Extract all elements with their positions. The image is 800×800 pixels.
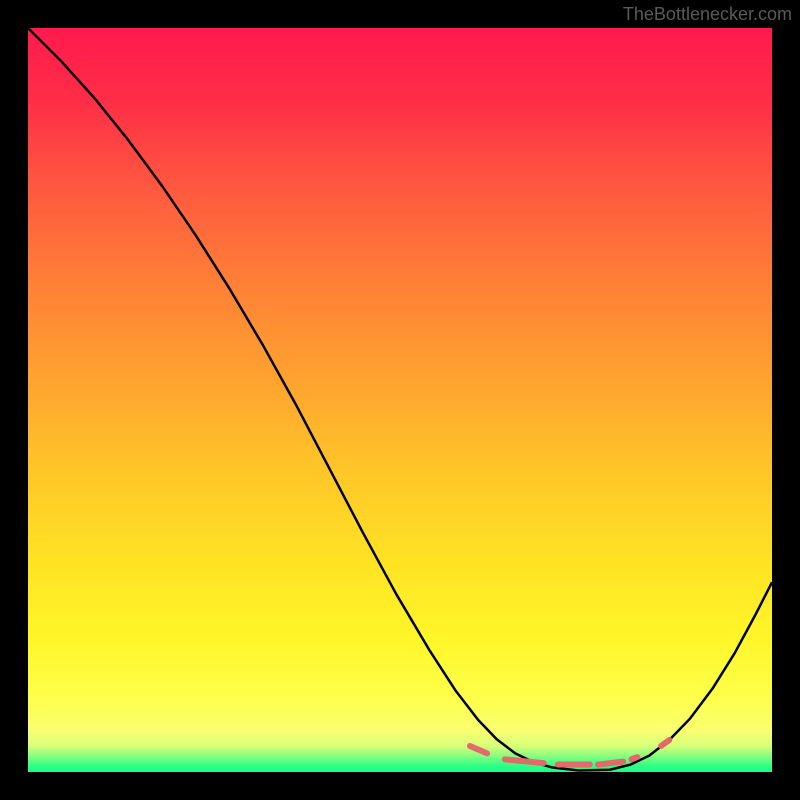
bottleneck-chart — [28, 28, 772, 772]
chart-canvas — [28, 28, 772, 772]
watermark-text: TheBottlenecker.com — [623, 4, 792, 25]
